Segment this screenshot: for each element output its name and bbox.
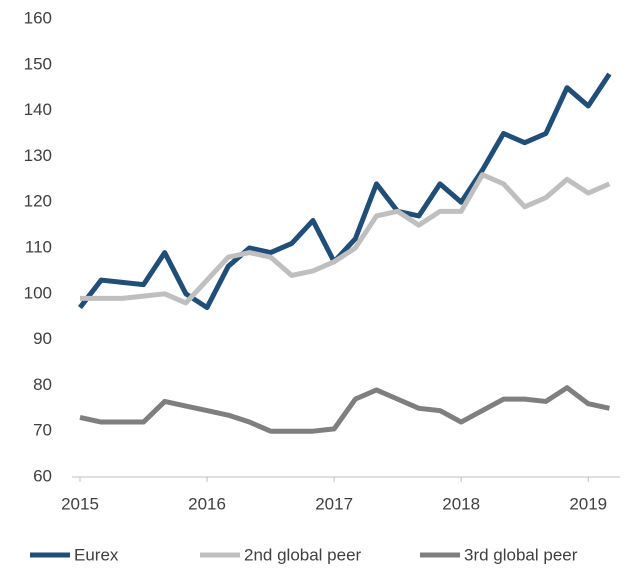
y-tick-label: 100 bbox=[24, 283, 52, 302]
legend-label: 2nd global peer bbox=[244, 545, 362, 564]
x-tick-label: 2019 bbox=[569, 494, 607, 513]
series-line bbox=[80, 172, 611, 306]
series-line bbox=[78, 72, 612, 311]
y-tick-label: 90 bbox=[33, 329, 52, 348]
y-tick-label: 60 bbox=[33, 466, 52, 485]
y-tick-label: 70 bbox=[33, 421, 52, 440]
y-tick-label: 160 bbox=[24, 8, 52, 27]
x-tick-label: 2017 bbox=[315, 494, 353, 513]
series-line bbox=[79, 385, 610, 434]
y-tick-label: 150 bbox=[24, 54, 52, 73]
y-tick-label: 130 bbox=[24, 146, 52, 165]
x-tick-label: 2016 bbox=[188, 494, 226, 513]
y-tick-label: 120 bbox=[24, 192, 52, 211]
y-tick-label: 80 bbox=[33, 375, 52, 394]
y-tick-label: 140 bbox=[24, 100, 52, 119]
y-tick-label: 110 bbox=[25, 237, 52, 256]
x-tick-label: 2015 bbox=[61, 494, 99, 513]
legend-label: Eurex bbox=[74, 545, 119, 564]
x-tick-label: 2018 bbox=[442, 494, 480, 513]
legend-label: 3rd global peer bbox=[464, 545, 578, 564]
